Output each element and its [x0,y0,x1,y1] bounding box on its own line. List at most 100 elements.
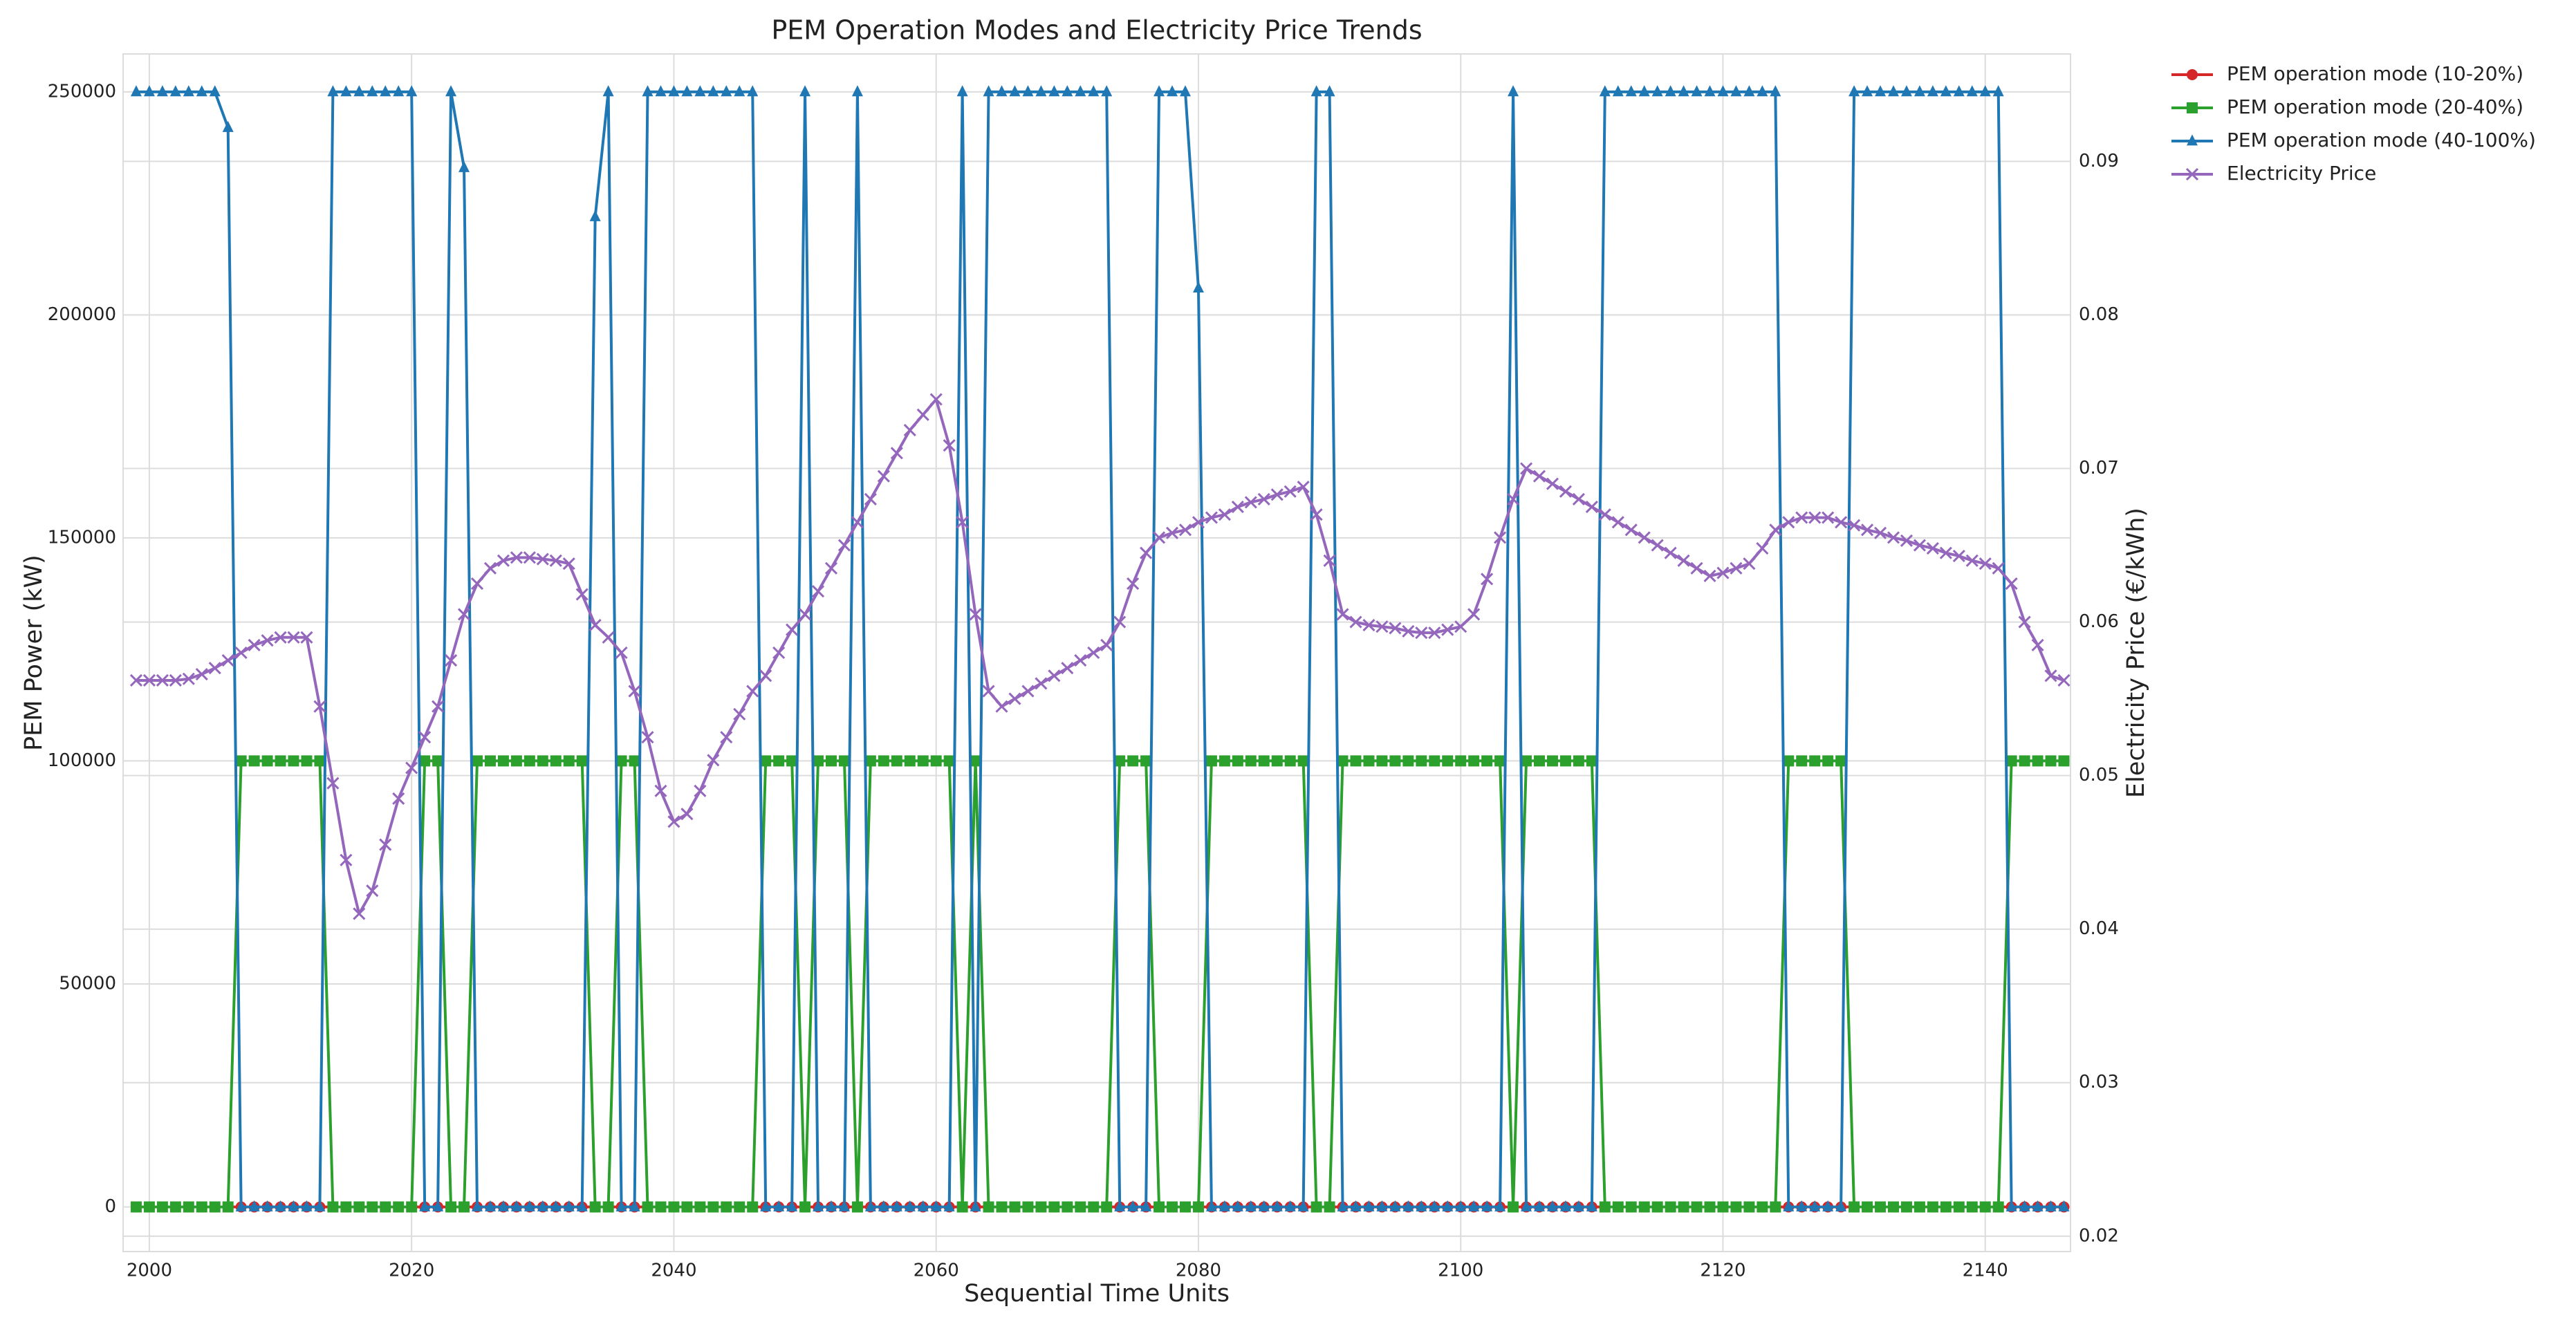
point [1612,1201,1624,1213]
point [694,1201,706,1213]
point [1703,569,1716,583]
point [943,439,956,452]
point [1009,85,1021,97]
point [1979,85,1991,97]
point [2005,755,2017,767]
point [313,700,326,713]
point [326,777,340,790]
point [1114,1200,1126,1211]
y-tick-label: 100000 [48,750,116,771]
point [1088,85,1100,97]
point [523,1200,535,1211]
point [497,755,509,767]
point [209,1201,221,1213]
point [1441,623,1454,636]
point [1088,1201,1100,1213]
point [1153,531,1166,544]
point [1455,1200,1467,1211]
series-line [136,759,2064,1209]
point [983,85,994,97]
point [221,654,234,667]
point [615,755,627,767]
point [734,1201,745,1213]
point [734,85,745,97]
point [1586,755,1597,767]
point [2045,755,2057,767]
point [1795,511,1808,524]
point [1769,523,1782,537]
point [1940,1201,1952,1213]
point [537,755,548,767]
point [1546,755,1558,767]
point [274,631,287,644]
y-axis-label: PEM Power (kW) [20,555,48,751]
point [1940,85,1952,97]
point [1822,755,1834,767]
point [2044,669,2057,682]
y2-tick-label: 0.03 [2079,1072,2119,1093]
point [1442,755,1454,767]
point [1611,516,1624,529]
point [327,1201,339,1213]
point [419,1200,431,1211]
point [261,1200,273,1211]
point [602,1201,614,1213]
point [183,1201,194,1213]
point [1848,85,1860,97]
point [1598,508,1611,521]
point [969,608,982,621]
point [1350,755,1362,767]
point [786,1200,798,1211]
point [668,1201,680,1213]
point [1350,1200,1362,1211]
point [1783,1200,1795,1211]
point [1180,85,1191,97]
point [367,1201,378,1213]
point [1402,755,1414,767]
point [813,755,824,767]
point [680,808,694,821]
point [1324,1201,1335,1213]
point [1966,1201,1978,1213]
point [1573,755,1584,767]
point [1494,531,1507,544]
point [1244,496,1257,509]
point [747,1201,759,1213]
point [1127,577,1140,591]
point [1534,1200,1545,1211]
point [484,755,496,767]
x-tick-label: 2140 [1963,1261,2008,1281]
point [1651,85,1663,97]
point [1113,615,1127,629]
point [576,755,588,767]
point [813,1200,824,1211]
point [2187,134,2198,146]
point [248,638,261,651]
point [1416,1200,1427,1211]
point [655,1201,667,1213]
point [1717,1201,1729,1213]
point [1809,755,1821,767]
point [668,85,680,97]
point [917,1200,929,1211]
point [851,1201,863,1213]
point [982,685,995,698]
point [1376,755,1388,767]
point [550,1200,562,1211]
point [1835,516,1848,529]
point [1559,485,1572,498]
point [1559,1200,1571,1211]
point [1914,1201,1925,1213]
point [864,1200,876,1211]
point [956,85,968,97]
point [1375,620,1389,633]
point [208,662,221,675]
point [983,1201,994,1213]
point [1062,1201,1073,1213]
point [1743,1201,1755,1213]
point [930,1200,942,1211]
point [1389,1200,1401,1211]
point [970,1200,981,1211]
point [654,784,667,797]
point [1716,566,1730,579]
